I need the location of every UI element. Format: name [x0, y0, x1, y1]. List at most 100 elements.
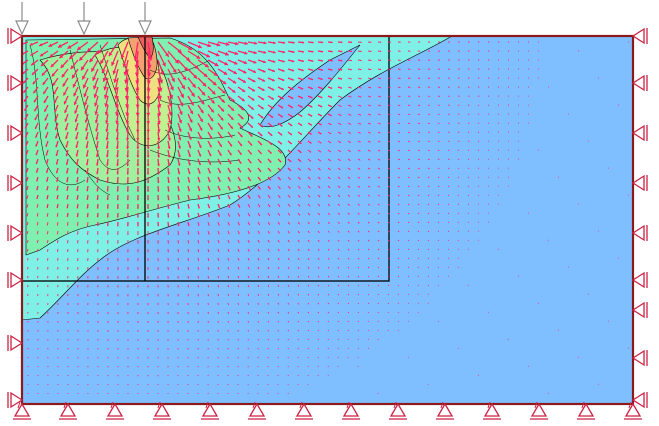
displacement-arrow-icon — [40, 59, 49, 67]
displacement-arrow-icon — [102, 68, 109, 83]
displacement-arrow-icon — [105, 122, 109, 133]
displacement-arrow-icon — [257, 212, 261, 217]
displacement-arrow-icon — [377, 266, 380, 269]
displacement-arrow-icon — [267, 95, 275, 100]
displacement-arrow-icon — [127, 212, 129, 218]
displacement-arrow-icon — [167, 176, 170, 184]
displacement-arrow-icon — [297, 77, 304, 81]
down-arrow-icon — [15, 2, 29, 36]
displacement-arrow-icon — [207, 194, 211, 200]
displacement-arrow-icon — [277, 239, 280, 243]
displacement-arrow-icon — [237, 95, 245, 102]
displacement-arrow-icon — [55, 140, 59, 148]
displacement-arrow-icon — [81, 68, 89, 80]
displacement-arrow-icon — [26, 239, 29, 243]
displacement-arrow-icon — [26, 212, 29, 217]
displacement-arrow-icon — [247, 167, 252, 173]
displacement-arrow-icon — [247, 176, 252, 182]
displacement-arrow-icon — [127, 266, 129, 270]
displacement-arrow-icon — [337, 176, 341, 180]
displacement-arrow-icon — [42, 86, 49, 95]
displacement-arrow-icon — [317, 113, 323, 117]
displacement-arrow-icon — [207, 203, 211, 209]
displacement-arrow-icon — [387, 230, 390, 233]
displacement-arrow-icon — [70, 59, 79, 70]
displacement-arrow-icon — [297, 113, 303, 118]
displacement-arrow-icon — [387, 284, 390, 287]
displacement-arrow-icon — [116, 176, 119, 184]
displacement-arrow-icon — [227, 311, 229, 314]
displacement-arrow-icon — [86, 167, 89, 175]
displacement-arrow-icon — [207, 149, 212, 157]
displacement-arrow-icon — [457, 347, 459, 349]
displacement-arrow-icon — [115, 122, 119, 133]
roller-support-icon — [577, 401, 595, 420]
displacement-arrow-icon — [437, 248, 440, 250]
displacement-arrow-icon — [357, 230, 360, 233]
displacement-arrow-icon — [26, 194, 29, 199]
displacement-arrow-icon — [377, 320, 379, 322]
displacement-arrow-icon — [307, 320, 309, 323]
displacement-arrow-icon — [297, 194, 301, 198]
displacement-arrow-icon — [287, 338, 289, 341]
displacement-arrow-icon — [197, 41, 212, 48]
displacement-arrow-icon — [407, 131, 411, 134]
displacement-arrow-icon — [99, 50, 109, 65]
displacement-arrow-icon — [247, 284, 250, 288]
displacement-arrow-icon — [197, 203, 200, 209]
displacement-arrow-icon — [146, 122, 150, 133]
displacement-arrow-icon — [367, 194, 370, 197]
displacement-arrow-icon — [157, 167, 160, 175]
displacement-arrow-icon — [197, 77, 207, 87]
displacement-arrow-icon — [157, 194, 160, 201]
displacement-arrow-icon — [357, 176, 361, 179]
displacement-arrow-icon — [26, 221, 29, 226]
displacement-arrow-icon — [76, 203, 79, 209]
displacement-arrow-icon — [157, 149, 160, 158]
displacement-arrow-icon — [207, 176, 211, 183]
displacement-arrow-icon — [367, 77, 372, 80]
displacement-arrow-icon — [36, 176, 39, 182]
roller-support-icon — [201, 401, 219, 420]
displacement-arrow-icon — [387, 68, 391, 70]
roller-support-icon — [483, 401, 501, 420]
displacement-arrow-icon — [106, 185, 109, 192]
displacement-arrow-icon — [407, 149, 410, 152]
displacement-arrow-icon — [45, 158, 49, 165]
displacement-arrow-icon — [407, 167, 410, 170]
displacement-arrow-icon — [407, 221, 410, 224]
displacement-arrow-icon — [167, 68, 176, 83]
displacement-arrow-icon — [66, 176, 69, 183]
displacement-arrow-icon — [287, 41, 295, 44]
displacement-arrow-icon — [327, 68, 333, 71]
displacement-arrow-icon — [447, 149, 450, 151]
displacement-arrow-icon — [177, 158, 181, 166]
displacement-arrow-icon — [207, 230, 210, 235]
displacement-arrow-icon — [116, 185, 119, 192]
displacement-arrow-icon — [287, 203, 291, 207]
displacement-arrow-icon — [96, 221, 99, 227]
displacement-arrow-icon — [66, 167, 69, 174]
displacement-arrow-icon — [377, 104, 381, 107]
displacement-arrow-icon — [207, 68, 218, 77]
displacement-arrow-icon — [397, 266, 400, 269]
displacement-arrow-icon — [167, 59, 177, 74]
displacement-arrow-icon — [177, 239, 179, 244]
displacement-arrow-icon — [287, 158, 292, 163]
displacement-arrow-icon — [217, 68, 228, 76]
displacement-arrow-icon — [267, 248, 270, 252]
displacement-arrow-icon — [147, 221, 149, 227]
displacement-arrow-icon — [227, 41, 239, 46]
displacement-arrow-icon — [297, 122, 303, 127]
displacement-arrow-icon — [297, 329, 299, 332]
displacement-arrow-icon — [267, 275, 270, 279]
displacement-arrow-icon — [187, 158, 191, 166]
displacement-arrow-icon — [277, 212, 281, 216]
displacement-arrow-icon — [417, 266, 420, 269]
displacement-arrow-icon — [146, 131, 150, 141]
displacement-arrow-icon — [187, 194, 190, 201]
displacement-arrow-icon — [427, 275, 429, 277]
displacement-arrow-icon — [44, 122, 49, 130]
displacement-arrow-icon — [277, 194, 281, 199]
displacement-arrow-icon — [237, 86, 246, 93]
